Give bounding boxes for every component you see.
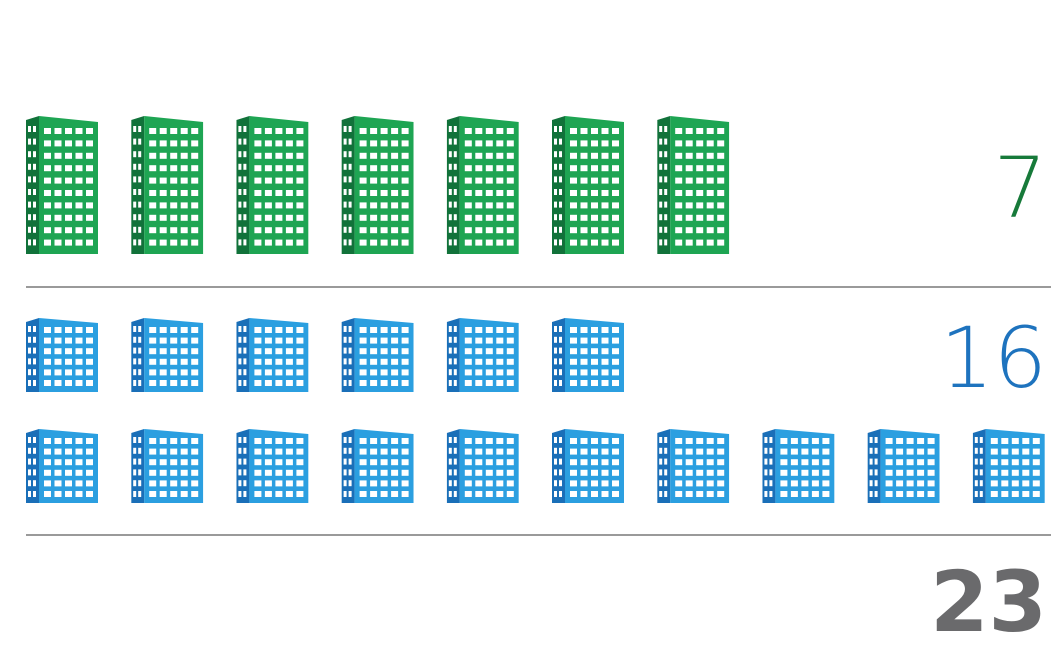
- blue-building-icon: [867, 429, 940, 503]
- blue-building-rows: [26, 318, 1045, 503]
- blue-building-icon: [26, 318, 98, 392]
- blue-building-icon: [26, 429, 98, 503]
- divider-top: [26, 286, 1051, 288]
- green-building-icon: [552, 116, 624, 254]
- blue-building-icon: [762, 429, 835, 503]
- green-building-icon: [341, 116, 414, 254]
- green-building-row: [26, 116, 730, 254]
- divider-bottom: [26, 534, 1051, 536]
- blue-building-icon: [657, 429, 730, 503]
- green-building-icon: [131, 116, 204, 254]
- green-building-icon: [26, 116, 98, 254]
- total-count-label: 23: [930, 553, 1047, 651]
- green-building-icon: [446, 116, 519, 254]
- blue-building-icon: [972, 429, 1045, 503]
- green-building-icon: [657, 116, 730, 254]
- blue-building-icon: [552, 429, 624, 503]
- blue-building-icon: [341, 318, 414, 392]
- blue-building-icon: [446, 318, 519, 392]
- blue-building-icon: [236, 429, 309, 503]
- blue-building-icon: [236, 318, 309, 392]
- blue-building-icon: [446, 429, 519, 503]
- blue-building-icon: [131, 429, 204, 503]
- green-building-icon: [236, 116, 309, 254]
- blue-building-icon: [341, 429, 414, 503]
- blue-building-icon: [552, 318, 624, 392]
- blue-count-label: 16: [940, 309, 1047, 407]
- green-count-label: 7: [993, 139, 1047, 237]
- blue-building-icon: [131, 318, 204, 392]
